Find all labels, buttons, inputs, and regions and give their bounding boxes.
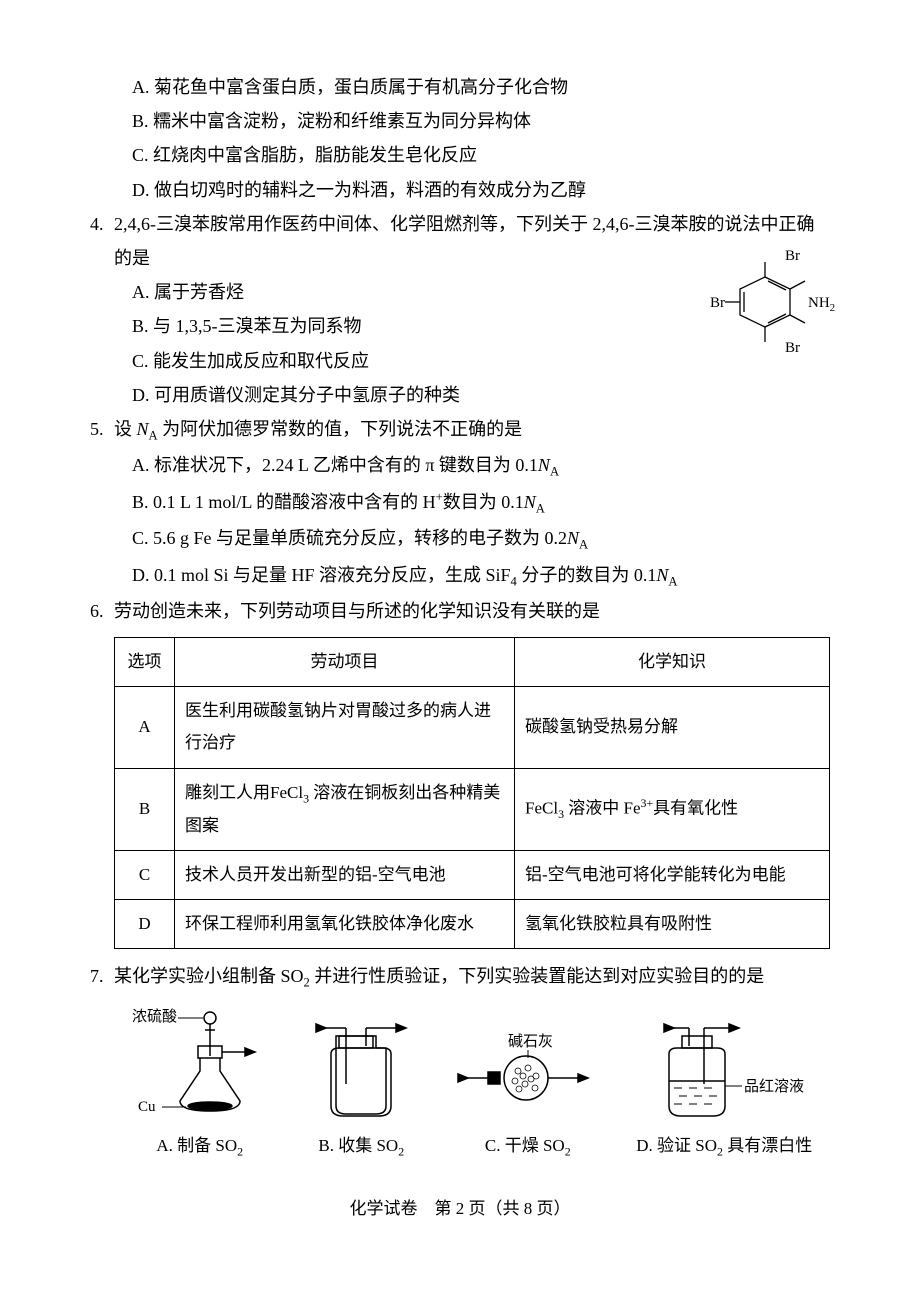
- table-row: B 雕刻工人用FeCl3 溶液在铜板刻出各种精美图案 FeCl3 溶液中 Fe3…: [115, 768, 830, 850]
- q5-opt-a: A. 标准状况下，2.24 L 乙烯中含有的 π 键数目为 0.1NA: [90, 448, 830, 485]
- th-knowledge: 化学知识: [515, 637, 830, 686]
- cell-knowledge: 铝-空气电池可将化学能转化为电能: [515, 850, 830, 899]
- cell-opt: B: [115, 768, 175, 850]
- acid-label: 浓硫酸: [132, 1008, 177, 1025]
- fig-a-label: A. 制备 SO2: [130, 1130, 270, 1163]
- q3-options: A. 菊花鱼中富含蛋白质，蛋白质属于有机高分子化合物 B. 糯米中富含淀粉，淀粉…: [90, 70, 830, 207]
- question-5: 5. 设 NA 为阿伏加德罗常数的值，下列说法不正确的是 A. 标准状况下，2.…: [90, 412, 830, 595]
- q6-table: 选项 劳动项目 化学知识 A 医生利用碳酸氢钠片对胃酸过多的病人进行治疗 碳酸氢…: [114, 637, 830, 950]
- cell-knowledge: FeCl3 溶液中 Fe3+具有氧化性: [515, 768, 830, 850]
- table-row: D 环保工程师利用氢氧化铁胶体净化废水 氢氧化铁胶粒具有吸附性: [115, 900, 830, 949]
- cell-project: 技术人员开发出新型的铝-空气电池: [175, 850, 515, 899]
- br-left-label: Br: [710, 295, 725, 311]
- q4-number: 4.: [90, 207, 114, 275]
- cell-knowledge: 碳酸氢钠受热易分解: [515, 686, 830, 768]
- fig-c-label: C. 干燥 SO2: [453, 1130, 603, 1163]
- red-solution-label: 品红溶液: [744, 1078, 804, 1095]
- br-top-label: Br: [785, 248, 800, 264]
- th-project: 劳动项目: [175, 637, 515, 686]
- q5-stem: 设 NA 为阿伏加德罗常数的值，下列说法不正确的是: [114, 412, 830, 449]
- cell-project: 环保工程师利用氢氧化铁胶体净化废水: [175, 900, 515, 949]
- question-7: 7. 某化学实验小组制备 SO2 并进行性质验证，下列实验装置能达到对应实验目的…: [90, 959, 830, 1163]
- fig-d: 品红溶液 D. 验证 SO2 具有漂白性: [634, 1006, 814, 1163]
- cell-opt: D: [115, 900, 175, 949]
- cu-label: Cu: [138, 1099, 156, 1115]
- q7-number: 7.: [90, 959, 114, 996]
- table-header-row: 选项 劳动项目 化学知识: [115, 637, 830, 686]
- q3-opt-d: D. 做白切鸡时的辅料之一为料酒，料酒的有效成分为乙醇: [90, 173, 830, 207]
- q7-figures: 浓硫酸 Cu A. 制备 SO2: [114, 1006, 830, 1163]
- question-6: 6. 劳动创造未来，下列劳动项目与所述的化学知识没有关联的是 选项 劳动项目 化…: [90, 594, 830, 949]
- q3-opt-c: C. 红烧肉中富含脂肪，脂肪能发生皂化反应: [90, 138, 830, 172]
- fig-b-label: B. 收集 SO2: [301, 1130, 421, 1163]
- q4-opt-d: D. 可用质谱仪测定其分子中氢原子的种类: [90, 378, 830, 412]
- nh2-label: NH2: [808, 295, 835, 314]
- fig-c: 碱石灰 C. 干燥 SO2: [453, 1026, 603, 1163]
- q5-number: 5.: [90, 412, 114, 449]
- tribromoaniline-structure: Br Br Br NH2: [710, 247, 840, 357]
- question-4: 4. 2,4,6-三溴苯胺常用作医药中间体、化学阻燃剂等，下列关于 2,4,6-…: [90, 207, 830, 412]
- table-row: C 技术人员开发出新型的铝-空气电池 铝-空气电池可将化学能转化为电能: [115, 850, 830, 899]
- cell-opt: C: [115, 850, 175, 899]
- lime-label: 碱石灰: [508, 1033, 553, 1050]
- page-footer: 化学试卷 第 2 页（共 8 页）: [90, 1193, 830, 1225]
- q5-opt-c: C. 5.6 g Fe 与足量单质硫充分反应，转移的电子数为 0.2NA: [90, 521, 830, 558]
- q7-stem: 某化学实验小组制备 SO2 并进行性质验证，下列实验装置能达到对应实验目的的是: [114, 959, 830, 996]
- q6-stem: 劳动创造未来，下列劳动项目与所述的化学知识没有关联的是: [114, 594, 830, 628]
- cell-project: 雕刻工人用FeCl3 溶液在铜板刻出各种精美图案: [175, 768, 515, 850]
- cell-opt: A: [115, 686, 175, 768]
- table-row: A 医生利用碳酸氢钠片对胃酸过多的病人进行治疗 碳酸氢钠受热易分解: [115, 686, 830, 768]
- th-option: 选项: [115, 637, 175, 686]
- q5-opt-d: D. 0.1 mol Si 与足量 HF 溶液充分反应，生成 SiF4 分子的数…: [90, 558, 830, 595]
- cell-knowledge: 氢氧化铁胶粒具有吸附性: [515, 900, 830, 949]
- br-bottom-label: Br: [785, 340, 800, 356]
- q6-number: 6.: [90, 594, 114, 628]
- fig-d-label: D. 验证 SO2 具有漂白性: [634, 1130, 814, 1163]
- cell-project: 医生利用碳酸氢钠片对胃酸过多的病人进行治疗: [175, 686, 515, 768]
- q5-opt-b: B. 0.1 L 1 mol/L 的醋酸溶液中含有的 H+数目为 0.1NA: [90, 485, 830, 522]
- fig-b: B. 收集 SO2: [301, 1006, 421, 1163]
- q3-opt-a: A. 菊花鱼中富含蛋白质，蛋白质属于有机高分子化合物: [90, 70, 830, 104]
- q3-opt-b: B. 糯米中富含淀粉，淀粉和纤维素互为同分异构体: [90, 104, 830, 138]
- fig-a: 浓硫酸 Cu A. 制备 SO2: [130, 1006, 270, 1163]
